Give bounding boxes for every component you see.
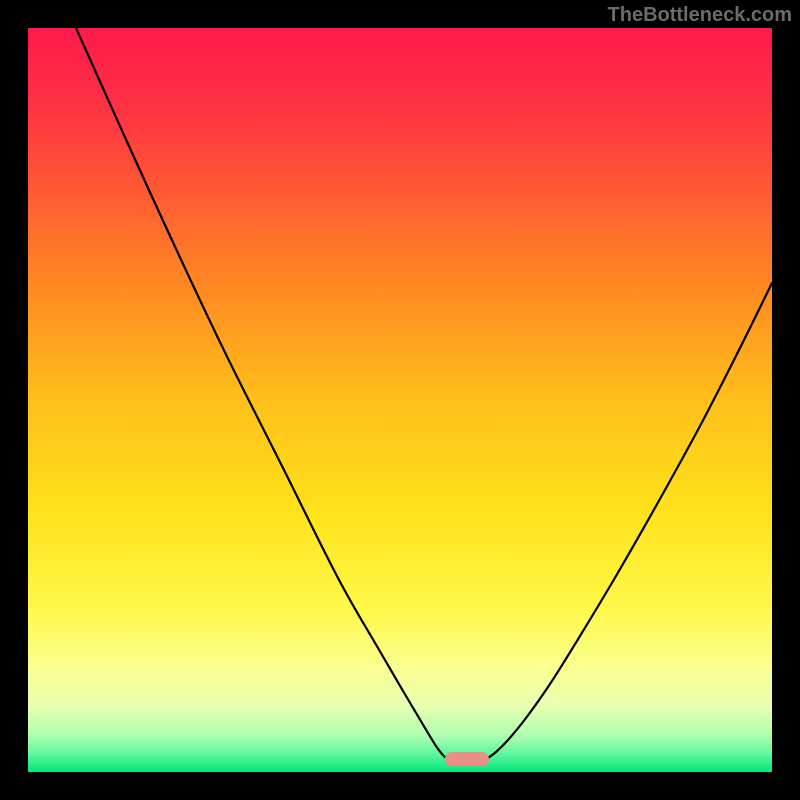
curve-left xyxy=(76,28,446,758)
curve-right xyxy=(488,283,772,758)
chart-area xyxy=(28,28,772,772)
outer-frame: TheBottleneck.com xyxy=(0,0,800,800)
bottleneck-curves xyxy=(28,28,772,772)
watermark-text: TheBottleneck.com xyxy=(608,4,792,27)
valley-marker xyxy=(445,752,489,766)
